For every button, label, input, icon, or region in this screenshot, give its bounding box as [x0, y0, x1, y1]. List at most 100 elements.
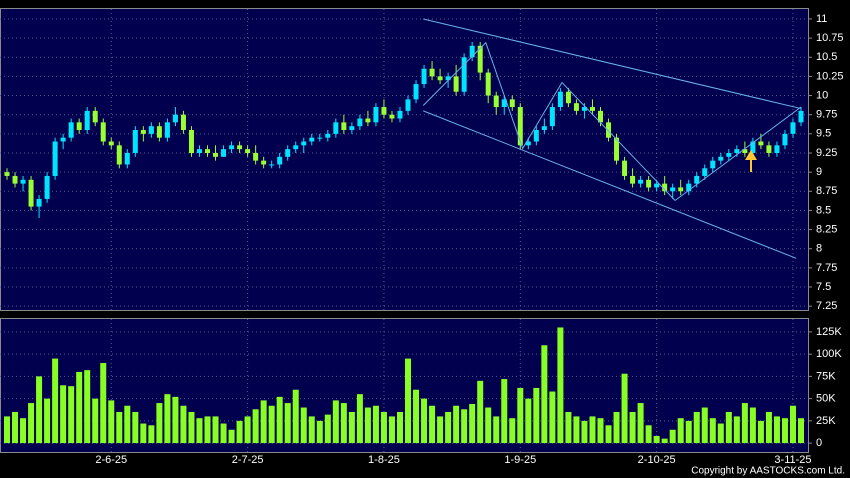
- volume-bar: [773, 416, 780, 444]
- volume-bar: [36, 376, 43, 444]
- volume-bar: [725, 411, 732, 444]
- candle-body: [357, 118, 363, 127]
- y-tick-label: 10.25: [816, 70, 844, 82]
- y-tick-label: 9.25: [816, 147, 837, 159]
- candle-body: [758, 141, 764, 146]
- y-tick-label: 8.5: [816, 204, 831, 216]
- volume-bar: [741, 403, 748, 444]
- y-tick-label: 9.5: [816, 128, 831, 140]
- candle-body: [606, 122, 612, 138]
- x-tick-label: 3-11-25: [774, 454, 811, 466]
- candle-body: [20, 179, 26, 184]
- candle-body: [493, 95, 499, 108]
- candle-body: [4, 172, 10, 176]
- y-tick-label: 10.5: [816, 51, 837, 63]
- volume-bar: [685, 420, 692, 444]
- candle-body: [421, 68, 427, 85]
- candle-body: [790, 122, 796, 134]
- volume-bar: [765, 411, 772, 444]
- volume-bar: [701, 407, 708, 444]
- trend-line: [423, 18, 802, 110]
- volume-bar: [429, 405, 436, 444]
- volume-bar: [332, 400, 339, 444]
- volume-bar: [244, 416, 251, 444]
- y-tick-label: 10: [816, 89, 828, 101]
- volume-bar: [597, 418, 604, 444]
- candle-body: [108, 141, 114, 146]
- volume-bar: [661, 438, 668, 444]
- volume-bar: [645, 425, 652, 444]
- candle-body: [437, 76, 443, 81]
- candle-body: [766, 145, 772, 153]
- candle-body: [798, 110, 804, 123]
- volume-bar: [380, 411, 387, 444]
- candle-body: [541, 126, 547, 131]
- volume-bar: [308, 416, 315, 444]
- candle-body: [349, 126, 355, 131]
- y-tick-label: 100K: [816, 348, 842, 360]
- volume-bar: [316, 420, 323, 444]
- candle-body: [245, 149, 251, 153]
- volume-bar: [781, 418, 788, 444]
- volume-bar: [372, 405, 379, 444]
- candle-body: [140, 130, 146, 134]
- volume-bar: [92, 398, 99, 444]
- candle-body: [205, 149, 211, 153]
- volume-bar: [629, 411, 636, 444]
- y-tick-label: 7.5: [816, 281, 831, 293]
- candle-body: [638, 179, 644, 184]
- volume-bar: [453, 405, 460, 444]
- candle-body: [622, 160, 628, 176]
- y-tick-label: 0: [816, 437, 822, 449]
- candle-body: [365, 118, 371, 123]
- candle-body: [237, 145, 243, 150]
- volume-bar: [789, 405, 796, 444]
- volume-bar: [28, 403, 35, 444]
- candle-body: [285, 149, 291, 157]
- volume-bar: [589, 416, 596, 444]
- volume-bar: [140, 423, 147, 444]
- volume-bar: [733, 416, 740, 444]
- volume-bar: [84, 370, 91, 444]
- y-tick-label: 8.75: [816, 185, 837, 197]
- volume-bar: [180, 405, 187, 444]
- volume-bar: [44, 398, 51, 444]
- candle-body: [164, 122, 170, 138]
- candle-body: [694, 175, 700, 184]
- volume-bar: [348, 411, 355, 444]
- candle-body: [293, 145, 299, 150]
- volume-bar: [276, 396, 283, 444]
- volume-bar: [116, 411, 123, 444]
- candle-body: [533, 130, 539, 142]
- volume-bar: [669, 429, 676, 444]
- trend-line: [423, 110, 797, 259]
- volume-bar: [284, 403, 291, 444]
- volume-bar: [757, 420, 764, 444]
- volume-bar: [220, 423, 227, 444]
- volume-bar: [693, 411, 700, 444]
- volume-bar: [196, 418, 203, 444]
- volume-bar: [637, 403, 644, 444]
- trend-line: [674, 106, 802, 201]
- volume-bar: [212, 416, 219, 444]
- volume-bar: [60, 385, 67, 444]
- candle-body: [429, 68, 435, 77]
- x-tick-label: 1-9-25: [504, 454, 536, 466]
- candle-body: [630, 175, 636, 184]
- y-tick-label: 8.25: [816, 223, 837, 235]
- volume-bar: [260, 400, 267, 444]
- volume-bar: [517, 387, 524, 444]
- candle-body: [742, 149, 748, 153]
- candle-body: [188, 130, 194, 153]
- candle-body: [309, 137, 315, 142]
- candle-body: [710, 160, 716, 169]
- volume-bar: [396, 411, 403, 444]
- candle-body: [461, 57, 467, 92]
- candle-body: [686, 183, 692, 192]
- volume-bar: [292, 389, 299, 444]
- candle-body: [453, 76, 459, 92]
- candle-body: [269, 164, 275, 166]
- y-tick-label: 7.25: [816, 300, 837, 312]
- candle-body: [389, 114, 395, 119]
